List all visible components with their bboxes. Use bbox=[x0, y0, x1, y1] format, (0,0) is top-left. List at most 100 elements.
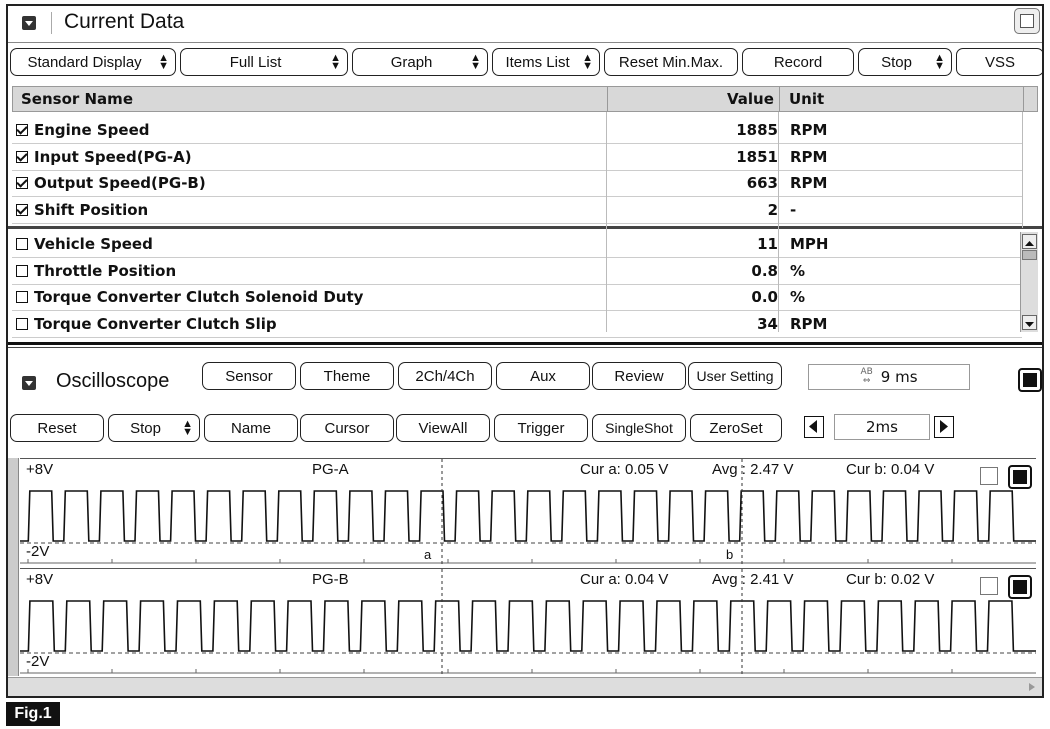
table-row[interactable]: Torque Converter Clutch Solenoid Duty 0.0… bbox=[12, 285, 1022, 311]
cursor-b-readout: Cur b: 0.04 V bbox=[846, 461, 935, 478]
unchecked-checkbox[interactable] bbox=[16, 317, 28, 330]
table-row[interactable]: Input Speed(PG-A) 1851 RPM bbox=[12, 145, 1022, 171]
zeroset-button[interactable]: ZeroSet bbox=[690, 414, 782, 442]
waveform-pga bbox=[20, 459, 1036, 567]
channel-enable-icon[interactable] bbox=[1008, 465, 1032, 489]
sensor-unit: % bbox=[790, 288, 806, 306]
cursor-b-label: b bbox=[726, 547, 734, 562]
sensor-value: 2 bbox=[767, 200, 778, 219]
channel-enable-icon[interactable] bbox=[1008, 575, 1032, 599]
table-row[interactable]: Torque Converter Clutch Slip 34 RPM bbox=[12, 312, 1022, 338]
unchecked-checkbox[interactable] bbox=[16, 264, 28, 277]
sensor-name: Torque Converter Clutch Solenoid Duty bbox=[34, 288, 364, 306]
review-button[interactable]: Review bbox=[592, 362, 686, 390]
sensor-value: 11 bbox=[757, 235, 778, 253]
oscilloscope-stop-icon[interactable] bbox=[1018, 368, 1042, 392]
sensor-list-scrollbar[interactable] bbox=[1020, 232, 1038, 332]
cursor-button[interactable]: Cursor bbox=[300, 414, 394, 442]
sensor-unit: % bbox=[790, 261, 806, 280]
channel-toggle-checkbox[interactable] bbox=[980, 577, 998, 595]
table-header: Sensor Name Value Unit bbox=[12, 86, 1038, 112]
unchecked-checkbox[interactable] bbox=[16, 238, 28, 250]
trigger-button[interactable]: Trigger bbox=[494, 414, 588, 442]
checked-checkbox[interactable] bbox=[16, 150, 28, 163]
current-data-window: Current Data Standard Display ▲ ▼ Full Lis… bbox=[6, 4, 1044, 698]
scope-horizontal-scrollbar[interactable] bbox=[8, 677, 1042, 696]
sensor-value: 1851 bbox=[736, 147, 778, 166]
header-value: Value bbox=[727, 90, 774, 108]
time-readout: AB ⇔ 9 ms bbox=[808, 364, 970, 390]
channel-toggle-checkbox[interactable] bbox=[980, 467, 998, 485]
vss-button[interactable]: VSS bbox=[956, 48, 1042, 76]
checked-checkbox[interactable] bbox=[16, 177, 28, 189]
updown-icon: ▲ ▼ bbox=[470, 52, 481, 72]
reset-minmax-button[interactable]: Reset Min.Max. bbox=[604, 48, 738, 76]
cursor-b-readout: Cur b: 0.02 V bbox=[846, 571, 935, 588]
items-list-dropdown[interactable]: Items List ▲ ▼ bbox=[492, 48, 600, 76]
cursor-a-readout: Cur a: 0.05 V bbox=[580, 461, 669, 478]
title-separator bbox=[51, 12, 52, 34]
timebase-right-icon[interactable] bbox=[934, 416, 954, 438]
table-row[interactable]: Throttle Position 0.8% bbox=[12, 259, 1022, 285]
sensor-unit: RPM bbox=[790, 147, 828, 166]
scope-left-strip[interactable] bbox=[8, 458, 19, 676]
sensor-unit: RPM bbox=[790, 314, 828, 333]
stop-dropdown[interactable]: Stop ▲ ▼ bbox=[858, 48, 952, 76]
channel-top-scale: +8V bbox=[26, 461, 54, 478]
aux-button[interactable]: Aux bbox=[496, 362, 590, 390]
scope-stop-dropdown[interactable]: Stop ▲ ▼ bbox=[108, 414, 200, 442]
graph-dropdown[interactable]: Graph ▲ ▼ bbox=[352, 48, 488, 76]
cursor-a-label: a bbox=[424, 547, 432, 562]
average-readout: Avg : 2.41 V bbox=[712, 571, 794, 588]
ab-icon: AB ⇔ bbox=[860, 367, 873, 386]
singleshot-button[interactable]: SingleShot bbox=[592, 414, 686, 442]
items-list-label: Items List bbox=[505, 53, 570, 71]
sensor-unit: RPM bbox=[790, 174, 828, 192]
signal-trace bbox=[20, 600, 1036, 652]
reset-button[interactable]: Reset bbox=[10, 414, 104, 442]
channel-top-scale: +8V bbox=[26, 571, 54, 588]
sensor-name: Input Speed(PG-A) bbox=[34, 147, 192, 166]
sensor-button[interactable]: Sensor bbox=[202, 362, 296, 390]
list-divider bbox=[8, 226, 1042, 229]
sensor-name: Torque Converter Clutch Slip bbox=[34, 314, 277, 333]
timebase-left-icon[interactable] bbox=[804, 416, 824, 438]
sensor-unit: MPH bbox=[790, 235, 829, 253]
record-button[interactable]: Record bbox=[742, 48, 854, 76]
checked-checkbox[interactable] bbox=[16, 124, 28, 136]
table-row[interactable]: Output Speed(PG-B) 663 RPM bbox=[12, 171, 1022, 197]
display-mode-label: Standard Display bbox=[27, 53, 142, 71]
scope-channel-pgb[interactable]: +8V -2V PG-B Cur a: 0.04 V Avg : 2.41 V … bbox=[20, 568, 1036, 677]
channels-button[interactable]: 2Ch/4Ch bbox=[398, 362, 492, 390]
unchecked-checkbox[interactable] bbox=[16, 291, 28, 303]
scope-channel-pga[interactable]: +8V -2V PG-A Cur a: 0.05 V Avg : 2.47 V … bbox=[20, 458, 1036, 567]
sensor-name: Engine Speed bbox=[34, 121, 150, 139]
table-row[interactable]: Vehicle Speed 11 MPH bbox=[12, 232, 1022, 258]
display-mode-dropdown[interactable]: Standard Display ▲ ▼ bbox=[10, 48, 176, 76]
sensor-unit: RPM bbox=[790, 121, 828, 139]
list-mode-dropdown[interactable]: Full List ▲ ▼ bbox=[180, 48, 348, 76]
header-unit: Unit bbox=[789, 90, 825, 108]
checked-checkbox[interactable] bbox=[16, 203, 28, 216]
title-bar: Current Data bbox=[8, 6, 1042, 43]
table-row[interactable]: Shift Position 2- bbox=[12, 198, 1022, 224]
scroll-right-icon[interactable] bbox=[1026, 680, 1038, 694]
table-row[interactable]: Engine Speed 1885 RPM bbox=[12, 118, 1022, 144]
scroll-up-icon[interactable] bbox=[1022, 234, 1037, 249]
user-setting-button[interactable]: User Setting bbox=[688, 362, 782, 390]
stop-label: Stop bbox=[881, 53, 912, 71]
oscilloscope-collapse-icon[interactable] bbox=[22, 376, 36, 390]
scroll-down-icon[interactable] bbox=[1022, 315, 1037, 330]
scroll-thumb[interactable] bbox=[1022, 250, 1037, 260]
channel-name: PG-B bbox=[312, 571, 349, 588]
cursor-a-readout: Cur a: 0.04 V bbox=[580, 571, 669, 588]
sensor-value: 34 bbox=[757, 314, 778, 333]
graph-label: Graph bbox=[390, 53, 433, 71]
updown-icon: ▲ ▼ bbox=[182, 418, 193, 438]
theme-button[interactable]: Theme bbox=[300, 362, 394, 390]
collapse-icon[interactable] bbox=[22, 16, 36, 30]
viewall-button[interactable]: ViewAll bbox=[396, 414, 490, 442]
sensor-unit: - bbox=[790, 200, 797, 219]
maximize-icon[interactable] bbox=[1014, 8, 1040, 34]
name-button[interactable]: Name bbox=[204, 414, 298, 442]
